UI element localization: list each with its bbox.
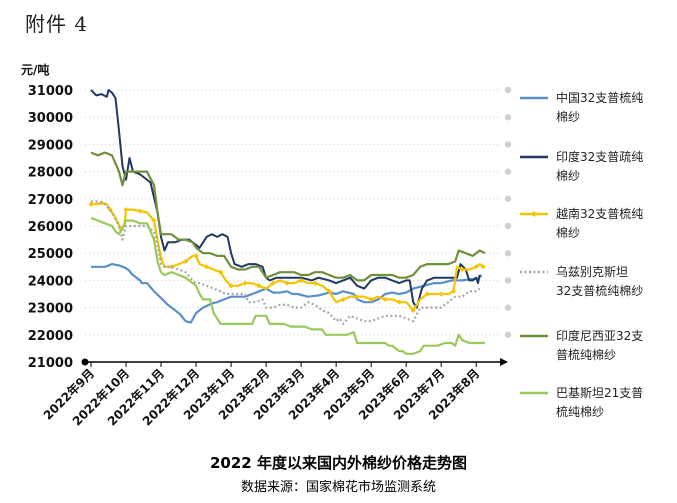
chart-caption-source: 数据来源：国家棉花市场监测系统 (240, 480, 436, 495)
series-point-2 (217, 269, 224, 275)
page-label: 附件 4 (25, 12, 89, 36)
series-point-2 (284, 280, 290, 286)
grid-end-dot (504, 195, 512, 202)
legend-label-5: 巴基斯坦21支普梳纯棉纱 (556, 386, 643, 419)
legend-label-0: 中国32支普梳纯棉纱 (556, 90, 643, 124)
series-point-2 (256, 283, 262, 289)
series-point-2 (298, 277, 304, 283)
x-axis-ticks: 2022年9月2022年10月2022年11月2022年12月2023年1月20… (40, 362, 482, 429)
y-tick-label: 24000 (28, 274, 73, 289)
series-point-2 (480, 264, 486, 270)
grid-end-dot (504, 250, 512, 257)
legend-label-4: 印度尼西亚32支普梳纯棉纱 (556, 328, 643, 362)
series-point-2 (203, 264, 210, 270)
y-axis-ticks: 21000 22000 23000 24000 25000 26000 27000 28000… (28, 84, 73, 371)
series-line-3 (91, 200, 481, 325)
series-point-2 (410, 307, 416, 313)
y-tick-label: 30000 (28, 111, 73, 126)
series-point-2 (396, 299, 402, 305)
grid-end-dot (504, 304, 512, 311)
series-point-2 (473, 264, 479, 270)
x-axis-start-dot (81, 358, 89, 366)
series-point-2 (151, 217, 157, 224)
series-point-2 (368, 296, 374, 303)
series-point-2 (450, 288, 457, 294)
grid-end-dot (504, 141, 512, 148)
series-line-5 (90, 216, 485, 355)
series-line-2 (91, 201, 484, 312)
y-tick-label: 31000 (28, 84, 73, 99)
series-point-2 (182, 258, 189, 264)
grid-end-dot (504, 86, 512, 94)
y-tick-label: 28000 (28, 166, 73, 181)
series-lines (88, 89, 486, 355)
series-point-2 (424, 291, 430, 297)
y-axis-unit-label: 元/吨 (21, 62, 49, 77)
series-point-2 (382, 296, 388, 303)
x-axis (81, 358, 508, 366)
chart-caption-title: 2022 年度以来国内外棉纱价格走势图 (210, 454, 467, 472)
grid-end-dot (504, 331, 512, 338)
grid-end-dot (504, 114, 512, 121)
series-point-2 (123, 207, 129, 213)
y-tick-label: 26000 (28, 220, 73, 235)
grid-end-dot (504, 222, 512, 230)
series-point-2 (354, 294, 360, 300)
series-line-4 (90, 151, 486, 282)
series-point-2 (193, 253, 199, 259)
grid-lines (85, 86, 512, 338)
series-point-2 (326, 288, 332, 294)
y-tick-label: 29000 (28, 138, 73, 153)
series-point-2 (438, 291, 444, 297)
series-point-2 (270, 280, 276, 286)
series-point-2 (242, 280, 248, 286)
y-tick-label: 21000 (28, 356, 73, 371)
legend-label-1: 印度32支普疏纯棉纱 (556, 149, 643, 183)
y-tick-label: 25000 (28, 247, 73, 262)
series-point-2 (228, 283, 234, 289)
grid-end-dot (504, 168, 512, 175)
y-tick-label: 22000 (28, 329, 73, 344)
x-axis-arrow (500, 358, 508, 366)
legend-label-3: 乌兹别克斯坦 32支普梳纯棉纱 (556, 264, 643, 298)
grid-end-dot (504, 277, 512, 284)
series-point-2 (340, 296, 346, 303)
series-point-2 (137, 208, 143, 214)
y-tick-label: 23000 (28, 302, 73, 317)
series-point-2 (459, 266, 465, 273)
price-trend-chart: 元/吨 210002200023000240002500026000270002… (21, 62, 643, 429)
series-point-2 (168, 264, 175, 270)
legend-label-2: 越南32支普梳纯棉纱 (556, 206, 643, 240)
series-point-2 (88, 201, 94, 207)
y-tick-label: 27000 (28, 193, 73, 208)
legend-marker-2 (531, 211, 537, 217)
series-point-2 (312, 280, 318, 286)
